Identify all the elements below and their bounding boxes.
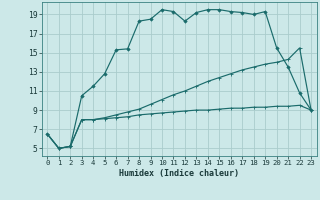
X-axis label: Humidex (Indice chaleur): Humidex (Indice chaleur) [119, 169, 239, 178]
